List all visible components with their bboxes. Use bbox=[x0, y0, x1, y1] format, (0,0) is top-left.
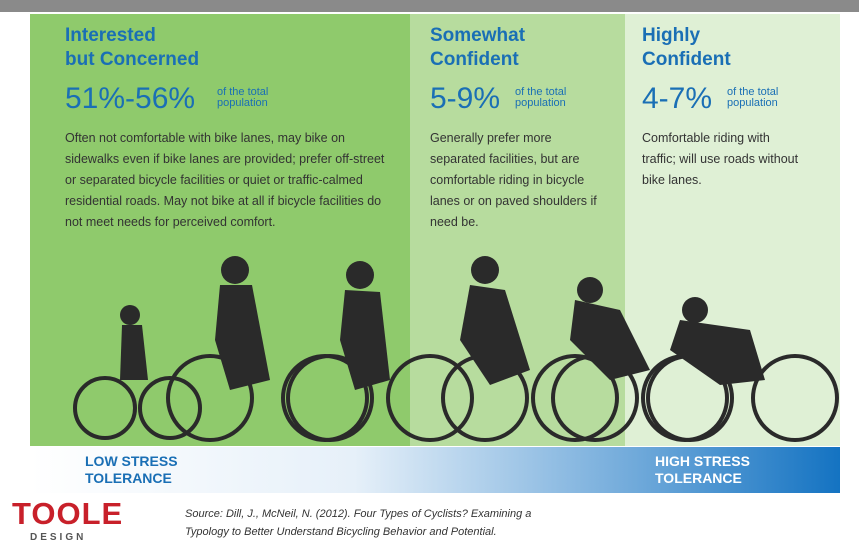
source-line: Source: Dill, J., McNeil, N. (2012). Fou… bbox=[185, 505, 531, 523]
description: Often not comfortable with bike lanes, m… bbox=[65, 128, 390, 233]
logo: TOOLE bbox=[12, 496, 123, 532]
logo-sub: DESIGN bbox=[30, 532, 86, 543]
source: Source: Dill, J., McNeil, N. (2012). Fou… bbox=[185, 505, 531, 541]
title-line: Confident bbox=[642, 48, 731, 72]
description: Generally prefer more separated faciliti… bbox=[430, 128, 605, 233]
note-line: population bbox=[515, 98, 566, 109]
stress-line: TOLERANCE bbox=[85, 470, 178, 487]
title-line: Interested bbox=[65, 24, 199, 48]
title-line: Somewhat bbox=[430, 24, 525, 48]
stress-line: TOLERANCE bbox=[655, 470, 750, 487]
title-line: Confident bbox=[430, 48, 525, 72]
percent: 51%-56% bbox=[65, 82, 195, 116]
title-line: but Concerned bbox=[65, 48, 199, 72]
source-line: Typology to Better Understand Bicycling … bbox=[185, 523, 531, 541]
note-line: population bbox=[217, 98, 268, 109]
stress-line: LOW STRESS bbox=[85, 453, 178, 470]
cyclists bbox=[30, 230, 840, 446]
percent: 5-9% bbox=[430, 82, 500, 116]
top-bar bbox=[0, 0, 859, 12]
page: Interestedbut Concerned 51%-56% of the t… bbox=[0, 0, 859, 550]
percent: 4-7% bbox=[642, 82, 712, 116]
stress-line: HIGH STRESS bbox=[655, 453, 750, 470]
note-line: population bbox=[727, 98, 778, 109]
description: Comfortable riding with traffic; will us… bbox=[642, 128, 802, 191]
title-line: Highly bbox=[642, 24, 731, 48]
